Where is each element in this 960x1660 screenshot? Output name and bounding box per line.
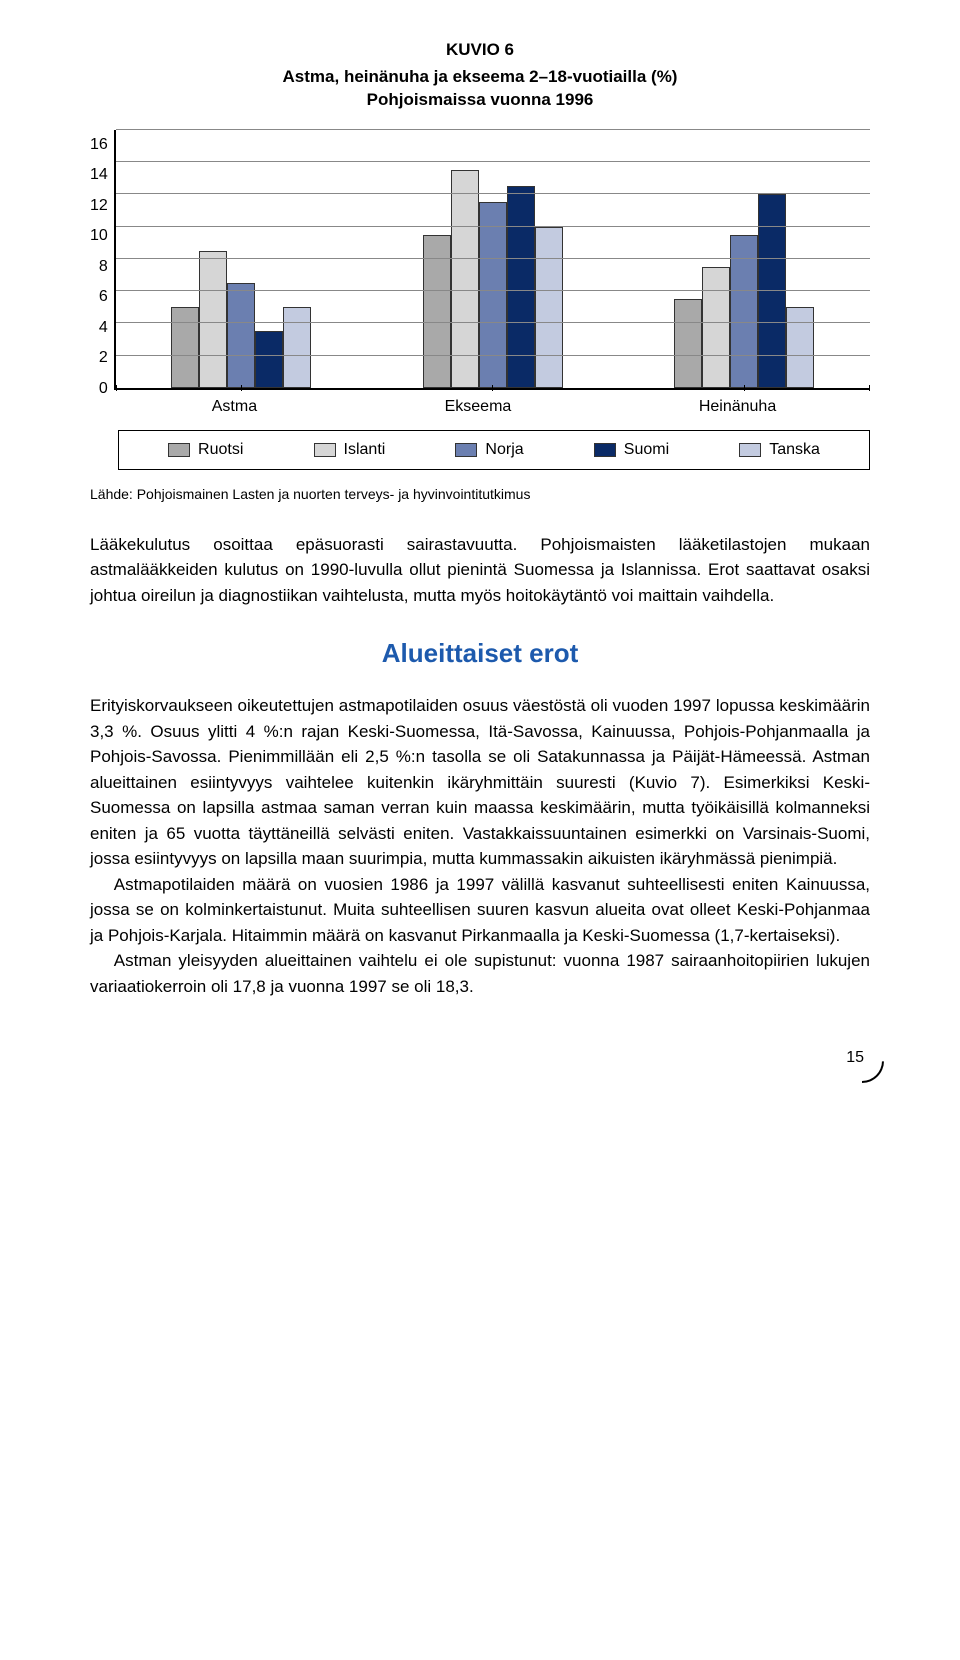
chart-legend: Ruotsi Islanti Norja Suomi Tanska (118, 430, 870, 470)
bar (199, 251, 227, 388)
chart-title-line1: Astma, heinänuha ja ekseema 2–18-vuotiai… (283, 67, 678, 86)
legend-swatch (739, 443, 761, 457)
main-paragraph-2: Astmapotilaiden määrä on vuosien 1986 ja… (90, 872, 870, 949)
y-tick-label: 12 (90, 198, 108, 214)
bar (786, 307, 814, 388)
chart-title-line2: Pohjoismaissa vuonna 1996 (367, 90, 594, 109)
gridline (116, 322, 870, 323)
chart-plot-area: 1614121086420 (90, 130, 870, 390)
bar (674, 299, 702, 388)
x-axis-labels: Astma Ekseema Heinänuha (118, 398, 870, 416)
x-category-label: Ekseema (445, 398, 512, 416)
y-tick-label: 4 (99, 320, 108, 336)
gridline (116, 258, 870, 259)
bar (758, 194, 786, 388)
bar-group (674, 130, 814, 388)
chart-source: Lähde: Pohjoismainen Lasten ja nuorten t… (90, 486, 870, 502)
legend-item: Islanti (314, 441, 386, 459)
legend-swatch (455, 443, 477, 457)
plot-region (114, 130, 870, 390)
main-paragraph-1: Erityiskorvaukseen oikeutettujen astmapo… (90, 693, 870, 872)
bar (507, 186, 535, 388)
kuvio-6-chart: KUVIO 6 Astma, heinänuha ja ekseema 2–18… (90, 40, 870, 470)
y-tick-label: 10 (90, 229, 108, 245)
legend-label: Tanska (769, 441, 820, 459)
bar (479, 202, 507, 387)
x-category-label: Heinänuha (699, 398, 776, 416)
gridline (116, 355, 870, 356)
y-tick-label: 14 (90, 168, 108, 184)
bar-group (171, 130, 311, 388)
gridline (116, 161, 870, 162)
bar-groups (116, 130, 870, 388)
y-axis: 1614121086420 (90, 130, 114, 390)
bar (283, 307, 311, 388)
legend-label: Ruotsi (198, 441, 243, 459)
legend-swatch (168, 443, 190, 457)
legend-swatch (314, 443, 336, 457)
legend-label: Islanti (344, 441, 386, 459)
bar (171, 307, 199, 388)
y-tick-label: 0 (99, 381, 108, 397)
main-paragraph-3: Astman yleisyyden alueittainen vaihtelu … (90, 948, 870, 999)
legend-label: Suomi (624, 441, 669, 459)
intro-paragraph: Lääkekulutus osoittaa epäsuorasti sairas… (90, 532, 870, 609)
y-tick-label: 2 (99, 351, 108, 367)
legend-item: Norja (455, 441, 523, 459)
gridline (116, 290, 870, 291)
bar-group (423, 130, 563, 388)
legend-item: Tanska (739, 441, 820, 459)
bar (535, 227, 563, 388)
bar (227, 283, 255, 388)
page-number: 15 (846, 1049, 870, 1067)
y-tick-label: 6 (99, 290, 108, 306)
gridline (116, 129, 870, 130)
section-heading: Alueittaiset erot (90, 638, 870, 669)
page-footer: 15 (90, 1049, 870, 1067)
legend-swatch (594, 443, 616, 457)
gridline (116, 226, 870, 227)
bar (702, 267, 730, 388)
chart-title: Astma, heinänuha ja ekseema 2–18-vuotiai… (90, 66, 870, 112)
y-tick-label: 16 (90, 137, 108, 153)
kuvio-number: KUVIO 6 (90, 40, 870, 60)
bar (255, 331, 283, 387)
y-tick-label: 8 (99, 259, 108, 275)
legend-label: Norja (485, 441, 523, 459)
x-category-label: Astma (212, 398, 257, 416)
legend-item: Ruotsi (168, 441, 243, 459)
legend-item: Suomi (594, 441, 669, 459)
gridline (116, 193, 870, 194)
